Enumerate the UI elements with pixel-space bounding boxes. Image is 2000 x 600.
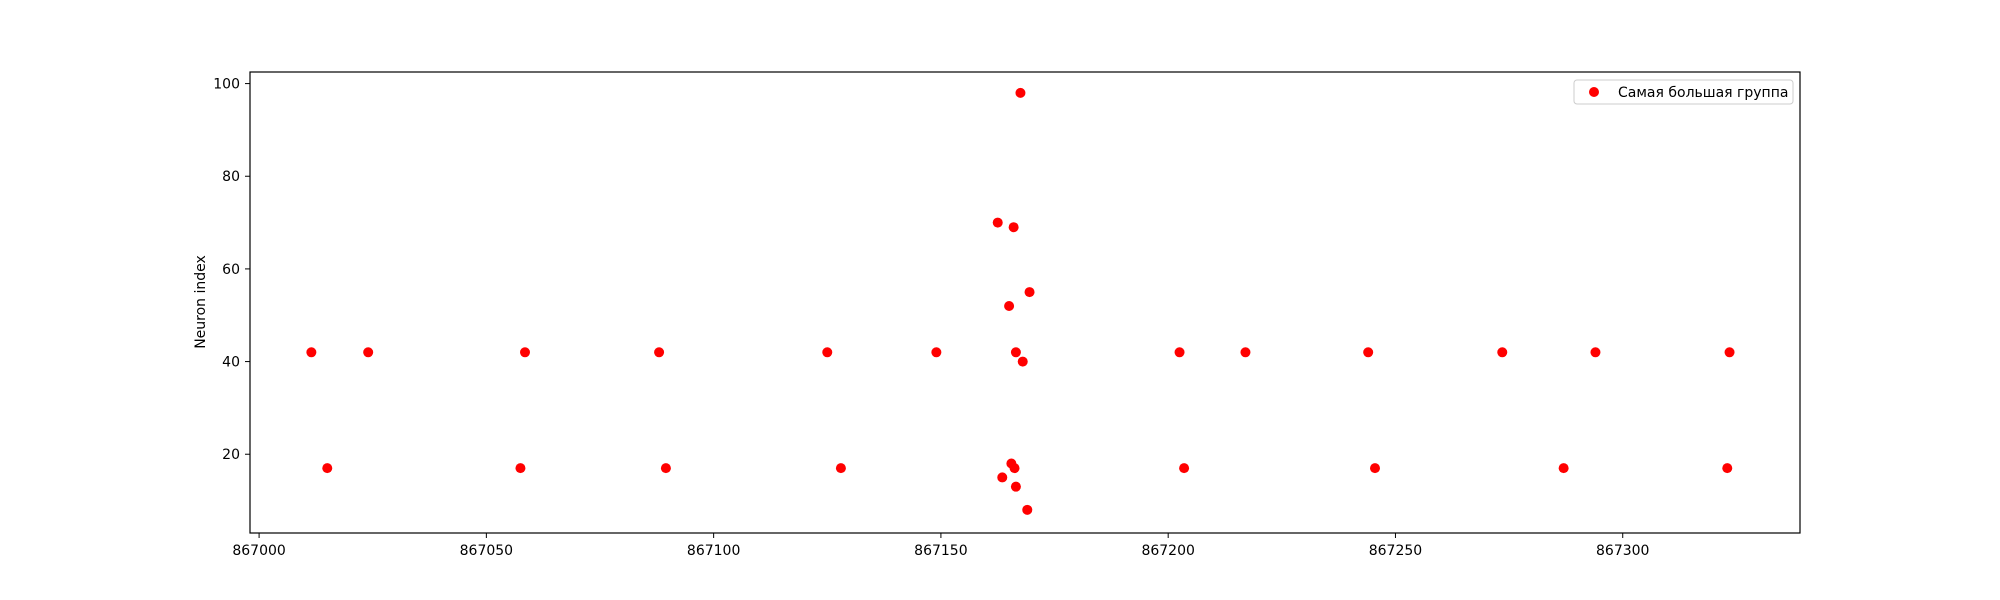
scatter-point [822,347,833,358]
scatter-point [1022,504,1033,515]
legend-marker [1589,87,1599,97]
x-tick-label: 867300 [1596,543,1649,559]
scatter-point [306,347,317,358]
x-tick-label: 867250 [1369,543,1422,559]
data-points [306,87,1735,515]
scatter-point [1017,356,1028,367]
scatter-point [1174,347,1185,358]
scatter-point [1004,300,1015,311]
scatter-point [931,347,942,358]
legend: Самая большая группа [1573,79,1794,105]
scatter-point [1363,347,1374,358]
y-tick-label: 100 [213,77,240,93]
scatter-point [1008,222,1019,233]
scatter-point [660,463,671,474]
y-tick-label: 40 [222,355,240,371]
scatter-point [1179,463,1190,474]
scatter-point [654,347,665,358]
scatter-point [997,472,1008,483]
y-tick-label: 20 [222,447,240,463]
scatter-point [1010,481,1021,492]
y-axis-label: Neuron index [193,255,209,349]
scatter-point [1015,87,1026,98]
y-tick-label: 60 [222,262,240,278]
scatter-point [1497,347,1508,358]
plot-area-frame [249,71,1801,534]
legend-label: Самая большая группа [1618,85,1788,101]
scatter-point [1590,347,1601,358]
scatter-point [520,347,530,358]
scatter-point [1370,463,1380,474]
x-axis-ticks: 867000 867050 867100 867150 867200 867250 8673… [232,533,1649,559]
x-tick-label: 867100 [687,543,740,559]
scatter-point [1009,463,1020,474]
scatter-point [1024,287,1035,298]
x-tick-label: 867050 [460,543,513,559]
scatter-point [1010,347,1021,358]
scatter-point [835,463,846,474]
scatter-point [1724,347,1735,358]
x-tick-label: 867150 [914,543,967,559]
scatter-point [992,217,1003,228]
scatter-point [1558,463,1569,474]
y-tick-label: 80 [222,169,240,185]
scatter-point [1722,463,1733,474]
scatter-point [515,463,526,474]
scatter-point [322,463,333,474]
x-tick-label: 867000 [232,543,285,559]
y-axis-ticks: 20 40 60 80 100 [213,77,250,463]
scatter-point [363,347,374,358]
scatter-point [1240,347,1251,358]
x-tick-label: 867200 [1141,543,1194,559]
legend-frame [1573,79,1794,105]
